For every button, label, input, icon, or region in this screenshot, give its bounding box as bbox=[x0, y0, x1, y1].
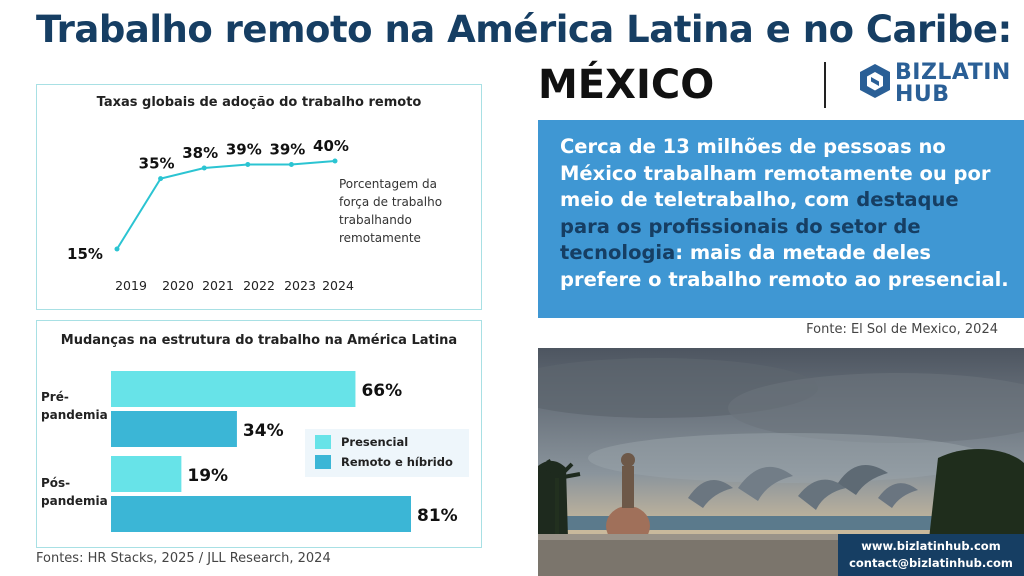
legend-label: Presencial bbox=[341, 435, 408, 449]
structure-category-label: pandemia bbox=[41, 408, 108, 422]
legend-swatch bbox=[315, 435, 331, 449]
highlight-emphasis: destaque para os profissionais do setor … bbox=[560, 188, 959, 264]
structure-category-label: pandemia bbox=[41, 494, 108, 508]
structure-bar bbox=[111, 456, 182, 492]
adoption-data-label: 15% bbox=[67, 245, 103, 263]
bizlatinhub-logo: BIZLATIN HUB bbox=[857, 62, 1010, 108]
structure-bar-label: 34% bbox=[243, 421, 284, 441]
structure-bar bbox=[111, 371, 356, 407]
highlight-text: Cerca de 13 milhões de pessoas no México… bbox=[560, 134, 1010, 293]
adoption-point bbox=[158, 176, 164, 182]
highlight-part3: : mais da metade deles prefere o trabalh… bbox=[560, 241, 1009, 291]
structure-bar-label: 19% bbox=[187, 466, 228, 486]
highlight-box: Cerca de 13 milhões de pessoas no México… bbox=[538, 120, 1024, 318]
country-heading: MÉXICO bbox=[538, 62, 715, 108]
sources-text: Fontes: HR Stacks, 2025 / JLL Research, … bbox=[36, 551, 331, 566]
adoption-chart-note: Porcentagem da força de trabalho trabalh… bbox=[339, 177, 443, 245]
logo-text: BIZLATIN HUB bbox=[895, 62, 1011, 106]
highlight-part1: Cerca de 13 milhões de pessoas no México… bbox=[560, 135, 991, 211]
adoption-x-tick: 2024 bbox=[322, 278, 354, 293]
adoption-x-tick: 2022 bbox=[243, 278, 275, 293]
adoption-x-tick: 2019 bbox=[115, 278, 147, 293]
adoption-data-label: 39% bbox=[226, 141, 262, 159]
adoption-point bbox=[288, 162, 294, 168]
structure-bar bbox=[111, 496, 411, 532]
structure-bar-chart: 66% 19% 34% 81% Pré-pandemia Pós-pandemia Pres… bbox=[41, 371, 469, 532]
adoption-chart-title: Taxas globais de adoção do trabalho remo… bbox=[96, 95, 422, 110]
divider bbox=[824, 62, 826, 108]
adoption-x-tick: 2021 bbox=[202, 278, 234, 293]
adoption-line-chart: 15% 2019 35% 2020 38% 2021 39% 2022 39% 2023 40% 20… bbox=[67, 137, 354, 293]
logo-icon bbox=[860, 64, 890, 98]
adoption-data-label: 35% bbox=[139, 155, 175, 173]
email-link[interactable]: contact@bizlatinhub.com bbox=[849, 556, 1013, 570]
contact-box: www.bizlatinhub.com contact@bizlatinhub.… bbox=[838, 534, 1024, 576]
structure-chart-panel: Mudanças na estrutura do trabalho na Amé… bbox=[36, 320, 482, 548]
logo-line1: BIZLATIN bbox=[895, 60, 1011, 85]
adoption-point bbox=[114, 246, 120, 252]
structure-bar-label: 81% bbox=[417, 506, 458, 526]
adoption-data-label: 40% bbox=[313, 137, 349, 155]
website-link[interactable]: www.bizlatinhub.com bbox=[861, 539, 1001, 553]
source-note: Fonte: El Sol de Mexico, 2024 bbox=[806, 322, 998, 337]
legend-swatch bbox=[315, 455, 331, 469]
adoption-line bbox=[116, 160, 336, 250]
structure-category-label: Pós- bbox=[41, 476, 70, 490]
adoption-point bbox=[201, 165, 207, 171]
adoption-point bbox=[245, 162, 251, 168]
structure-bar bbox=[111, 411, 237, 447]
adoption-data-label: 38% bbox=[182, 144, 218, 162]
mazatlan-photo: www.bizlatinhub.com contact@bizlatinhub.… bbox=[538, 348, 1024, 576]
logo-line2: HUB bbox=[895, 82, 950, 107]
adoption-x-tick: 2023 bbox=[284, 278, 316, 293]
adoption-point bbox=[332, 158, 338, 164]
legend-label: Remoto e híbrido bbox=[341, 455, 453, 469]
structure-category-label: Pré- bbox=[41, 390, 69, 404]
adoption-chart-panel: Taxas globais de adoção do trabalho remo… bbox=[36, 84, 482, 310]
structure-legend bbox=[305, 429, 469, 477]
adoption-data-label: 39% bbox=[269, 141, 305, 159]
structure-chart-title: Mudanças na estrutura do trabalho na Amé… bbox=[60, 333, 458, 348]
adoption-x-tick: 2020 bbox=[162, 278, 194, 293]
structure-bar-label: 66% bbox=[361, 381, 402, 401]
page-title: Trabalho remoto na América Latina e no C… bbox=[36, 8, 1012, 51]
